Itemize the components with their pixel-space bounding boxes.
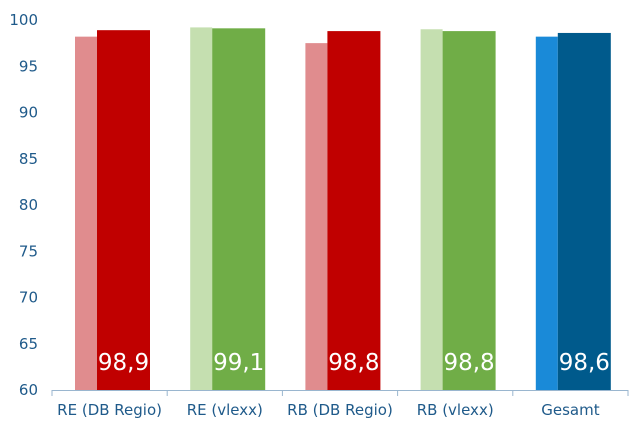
bar-back [305,43,328,390]
bar-front [327,31,381,390]
data-label: 98,8 [443,350,494,376]
y-tick-label: 60 [19,381,38,399]
y-tick-label: 75 [19,242,38,260]
category-labels: RE (DB Regio) RE (vlexx) RB (DB Regio) RB (… [57,401,600,419]
bar-back [535,36,558,391]
data-labels: 98,9 99,1 98,8 98,8 98,6 [98,350,610,376]
data-label: 98,6 [559,350,610,376]
y-tick-label: 85 [19,150,38,168]
bar-front [557,32,611,390]
x-axis-tick-marks [51,390,629,396]
data-label: 99,1 [213,350,264,376]
x-category-label: RB (vlexx) [417,401,494,419]
y-tick-label: 70 [19,289,38,307]
bar-back [75,36,97,391]
y-tick-label: 65 [19,335,38,353]
data-label: 98,9 [98,350,149,376]
x-category-label: RE (vlexx) [187,401,263,419]
bar-front [442,31,496,390]
bar-back [190,27,213,391]
x-category-label: Gesamt [541,401,599,419]
y-axis-ticks: 60 65 70 75 80 85 90 95 100 [9,11,38,399]
x-category-label: RE (DB Regio) [57,401,162,419]
data-label: 98,8 [328,350,379,376]
bar-front [212,28,266,390]
y-tick-label: 90 [19,104,38,122]
y-tick-label: 95 [19,57,38,75]
bar-back [420,29,443,390]
bars [75,27,611,391]
x-category-label: RB (DB Regio) [287,401,393,419]
y-tick-label: 100 [9,11,38,29]
bar-front [97,30,150,391]
y-tick-label: 80 [19,196,38,214]
